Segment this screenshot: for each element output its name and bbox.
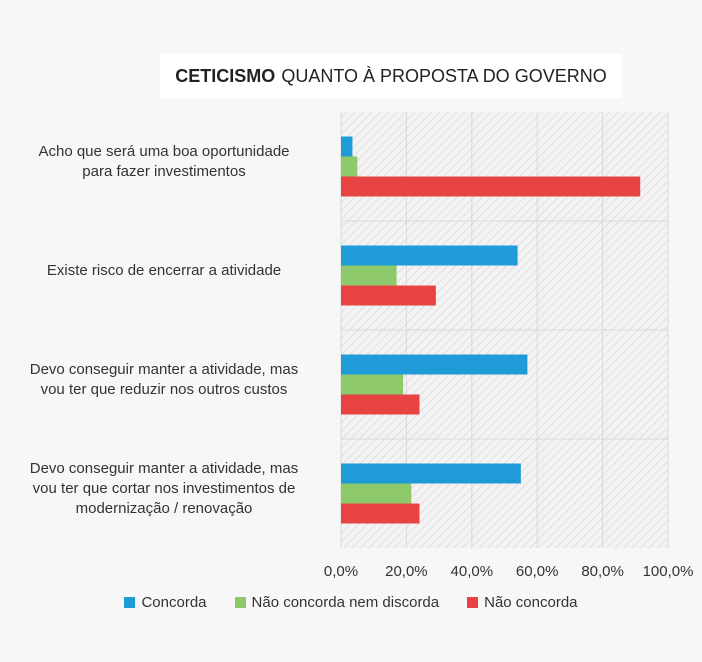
bar-3-category-3 <box>341 394 420 415</box>
x-tick-label: 100,0% <box>642 563 694 580</box>
chart-title-rest: QUANTO À PROPOSTA DO GOVERNO <box>281 65 607 86</box>
bar-2-category-4 <box>341 483 412 504</box>
legend-label: Não concorda <box>484 594 578 611</box>
category-label-line: Devo conseguir manter a atividade, mas <box>29 360 299 378</box>
chart-title: CETICISMO QUANTO À PROPOSTA DO GOVERNO <box>160 54 622 98</box>
category-label-line: Devo conseguir manter a atividade, mas <box>29 459 299 477</box>
legend-item-2: Não concorda nem discorda <box>234 594 440 611</box>
x-tick-label: 0,0% <box>323 563 359 580</box>
bar-1-category-1 <box>341 136 353 157</box>
legend-swatch <box>124 597 136 608</box>
category-label-4: Devo conseguir manter a atividade, mas vo… <box>4 459 324 519</box>
category-label-line: vou ter que reduzir nos outros custos <box>40 380 288 398</box>
category-label-2: Existe risco de encerrar a atividade <box>4 261 324 281</box>
legend-swatch <box>234 597 246 608</box>
category-label-3: Devo conseguir manter a atividade, mas vo… <box>4 360 324 400</box>
category-label-line: para fazer investimentos <box>82 162 246 180</box>
legend-label: Concorda <box>141 594 207 611</box>
bar-3-category-4 <box>341 503 420 524</box>
bar-3-category-2 <box>341 285 436 306</box>
x-tick-label: 40,0% <box>450 563 494 580</box>
chart-legend: Concorda Não concorda nem discorda Não con… <box>0 594 702 611</box>
legend-label: Não concorda nem discorda <box>251 594 440 611</box>
x-tick-label: 20,0% <box>385 563 428 580</box>
legend-swatch <box>467 597 479 608</box>
x-tick-label: 80,0% <box>581 563 624 580</box>
bar-1-category-3 <box>341 354 528 375</box>
bar-2-category-3 <box>341 374 404 395</box>
legend-item-3: Não concorda <box>467 594 578 611</box>
x-tick-label: 60,0% <box>515 563 559 580</box>
legend-item-1: Concorda <box>124 594 207 611</box>
chart-title-bold: CETICISMO <box>175 65 276 86</box>
category-label-1: Acho que será uma boa oportunidade para f… <box>4 142 324 182</box>
bar-1-category-4 <box>341 463 521 484</box>
category-label-line: modernização / renovação <box>75 499 253 517</box>
category-label-line: Existe risco de encerrar a atividade <box>46 261 282 279</box>
category-label-line: Acho que será uma boa oportunidade <box>38 142 290 160</box>
bar-2-category-2 <box>341 265 397 286</box>
bar-1-category-2 <box>341 245 518 266</box>
bar-3-category-1 <box>341 176 641 197</box>
category-label-line: vou ter que cortar nos investimentos de <box>32 479 296 497</box>
bar-2-category-1 <box>341 156 358 177</box>
